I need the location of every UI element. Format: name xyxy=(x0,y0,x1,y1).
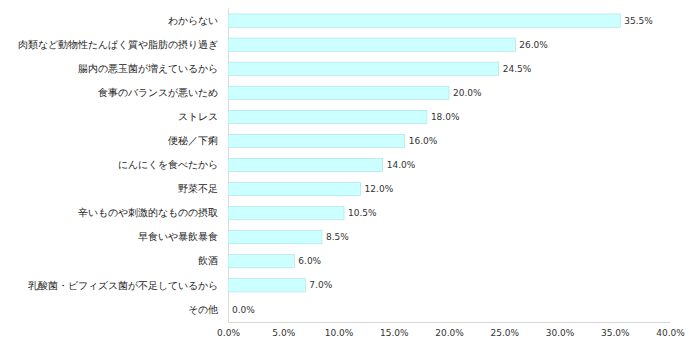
data-labels: 35.5% 26.0% 24.5% 20.0% 18.0% 16.0% 14.0% 12.0%… xyxy=(232,16,653,315)
data-label: 24.5% xyxy=(503,64,532,74)
y-tick-label: にんにくを食べたから xyxy=(118,159,218,170)
bars xyxy=(228,14,620,292)
data-label: 16.0% xyxy=(409,136,438,146)
y-tick-label: わからない xyxy=(168,15,218,26)
bar xyxy=(228,134,405,147)
x-tick-label: 0.0% xyxy=(217,328,240,338)
data-label: 0.0% xyxy=(232,305,255,315)
x-tick: 20.0% xyxy=(435,322,464,338)
bar xyxy=(228,158,383,171)
x-tick-label: 25.0% xyxy=(490,328,519,338)
x-tick-label: 5.0% xyxy=(272,328,295,338)
y-tick: にんにくを食べたから xyxy=(118,159,228,170)
bar xyxy=(228,279,305,292)
bar xyxy=(228,86,449,99)
y-tick: ストレス xyxy=(178,111,228,122)
y-tick-label: 早食いや暴飲暴食 xyxy=(138,231,218,242)
bar xyxy=(228,303,229,316)
data-label: 8.5% xyxy=(326,232,349,242)
y-tick-label: 乳酸菌・ビフィズス菌が不足しているから xyxy=(28,280,218,291)
x-tick: 0.0% xyxy=(217,322,240,338)
bar xyxy=(228,110,427,123)
y-tick: その他 xyxy=(188,304,228,315)
bar xyxy=(228,38,515,51)
x-tick: 5.0% xyxy=(272,322,295,338)
y-tick: わからない xyxy=(168,15,228,26)
x-tick-label: 40.0% xyxy=(656,328,685,338)
y-tick-label: ストレス xyxy=(178,111,218,122)
y-tick-label: 野菜不足 xyxy=(178,183,218,194)
y-tick: 便秘／下痢 xyxy=(168,135,228,146)
y-tick-label: 便秘／下痢 xyxy=(168,135,218,146)
x-tick-label: 15.0% xyxy=(380,328,409,338)
data-label: 6.0% xyxy=(298,256,321,266)
y-tick-label: 肉類など動物性たんぱく質や脂肪の摂り過ぎ xyxy=(18,39,218,50)
bar xyxy=(228,255,294,268)
x-tick: 25.0% xyxy=(490,322,519,338)
data-label: 35.5% xyxy=(624,16,653,26)
data-label: 10.5% xyxy=(348,208,377,218)
x-tick: 40.0% xyxy=(656,322,685,338)
y-tick: 肉類など動物性たんぱく質や脂肪の摂り過ぎ xyxy=(18,39,228,50)
y-tick: 腸内の悪玉菌が増えているから xyxy=(78,63,228,74)
plot: 0.0% 5.0% 10.0% 15.0% 20.0% 25.0% 30.0% 35.0% 40… xyxy=(18,9,685,339)
data-label: 12.0% xyxy=(365,184,394,194)
x-tick-label: 30.0% xyxy=(546,328,575,338)
y-tick-label: 食事のバランスが悪いため xyxy=(98,87,218,98)
data-label: 18.0% xyxy=(431,112,460,122)
y-tick: 食事のバランスが悪いため xyxy=(98,87,228,98)
x-tick: 30.0% xyxy=(546,322,575,338)
data-label: 14.0% xyxy=(387,160,416,170)
bar xyxy=(228,231,322,244)
x-tick-label: 20.0% xyxy=(435,328,464,338)
y-tick: 早食いや暴飲暴食 xyxy=(138,231,228,242)
chart-svg: 0.0% 5.0% 10.0% 15.0% 20.0% 25.0% 30.0% 35.0% 40… xyxy=(0,0,700,348)
y-axis: わからない肉類など動物性たんぱく質や脂肪の摂り過ぎ腸内の悪玉菌が増えているから食… xyxy=(18,9,229,323)
y-tick: 飲酒 xyxy=(198,255,228,266)
data-label: 26.0% xyxy=(519,40,548,50)
x-tick: 10.0% xyxy=(325,322,354,338)
y-tick-label: 辛いものや刺激的なものの摂取 xyxy=(78,207,218,218)
data-label: 20.0% xyxy=(453,88,482,98)
bar xyxy=(228,182,361,195)
bar xyxy=(228,62,499,75)
x-tick-label: 10.0% xyxy=(325,328,354,338)
x-axis: 0.0% 5.0% 10.0% 15.0% 20.0% 25.0% 30.0% 35.0% 40… xyxy=(217,322,685,338)
chart-container: 0.0% 5.0% 10.0% 15.0% 20.0% 25.0% 30.0% 35.0% 40… xyxy=(0,0,700,348)
y-tick: 野菜不足 xyxy=(178,183,228,194)
bar xyxy=(228,207,344,220)
y-tick-label: 飲酒 xyxy=(198,255,218,266)
x-tick: 35.0% xyxy=(601,322,630,338)
y-tick-label: その他 xyxy=(188,304,218,315)
x-tick: 15.0% xyxy=(380,322,409,338)
data-label: 7.0% xyxy=(309,280,332,290)
x-tick-label: 35.0% xyxy=(601,328,630,338)
bar xyxy=(228,14,620,27)
y-tick: 辛いものや刺激的なものの摂取 xyxy=(78,207,228,218)
y-tick: 乳酸菌・ビフィズス菌が不足しているから xyxy=(28,280,228,291)
x-axis-line xyxy=(229,322,671,323)
y-tick-label: 腸内の悪玉菌が増えているから xyxy=(78,63,218,74)
